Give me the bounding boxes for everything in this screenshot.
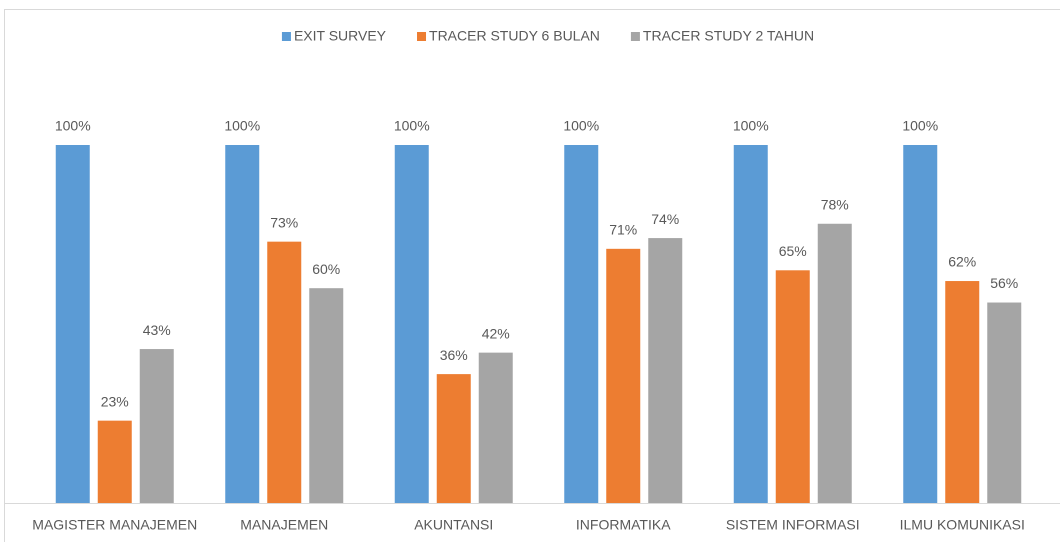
x-tick-label: SISTEM INFORMASI <box>726 517 860 533</box>
bar <box>606 248 641 503</box>
legend-label: TRACER STUDY 6 BULAN <box>429 28 600 44</box>
x-tick-label: ILMU KOMUNIKASI <box>900 517 1025 533</box>
x-tick-label: AKUNTANSI <box>414 517 493 533</box>
bar <box>903 145 938 503</box>
bar <box>97 420 132 503</box>
x-tick-label: MAGISTER MANAJEMEN <box>32 517 197 533</box>
data-label: 62% <box>948 254 976 270</box>
bar <box>309 288 344 503</box>
data-label: 100% <box>733 118 769 134</box>
x-tick-label: INFORMATIKA <box>576 517 671 533</box>
data-label: 43% <box>143 322 171 338</box>
legend-label: EXIT SURVEY <box>294 28 387 44</box>
legend-swatch <box>630 32 640 41</box>
bar <box>945 281 980 503</box>
data-label: 60% <box>312 261 340 277</box>
bar <box>733 145 768 503</box>
bar <box>139 349 174 503</box>
x-tick-label: MANAJEMEN <box>240 517 328 533</box>
bar <box>436 374 471 503</box>
bar <box>225 145 260 503</box>
bar <box>987 302 1022 503</box>
data-label: 100% <box>902 118 938 134</box>
bar <box>564 145 599 503</box>
data-label: 78% <box>821 196 849 212</box>
data-label: 73% <box>270 214 298 230</box>
data-label: 100% <box>55 118 91 134</box>
bar <box>478 352 513 503</box>
legend-swatch <box>281 32 291 41</box>
bar <box>648 238 683 503</box>
data-label: 23% <box>101 393 129 409</box>
data-label: 65% <box>779 243 807 259</box>
data-label: 42% <box>482 325 510 341</box>
data-label: 71% <box>609 222 637 238</box>
data-label: 74% <box>651 211 679 227</box>
data-label: 36% <box>440 347 468 363</box>
legend-label: TRACER STUDY 2 TAHUN <box>643 28 814 44</box>
data-label: 100% <box>394 118 430 134</box>
bar <box>394 145 429 503</box>
data-label: 56% <box>990 275 1018 291</box>
data-label: 100% <box>563 118 599 134</box>
data-label: 100% <box>224 118 260 134</box>
legend-swatch <box>417 32 427 41</box>
bar <box>775 270 810 503</box>
chart-border <box>4 9 1060 542</box>
bar <box>267 241 302 503</box>
bar <box>817 223 852 503</box>
bar <box>55 145 90 503</box>
